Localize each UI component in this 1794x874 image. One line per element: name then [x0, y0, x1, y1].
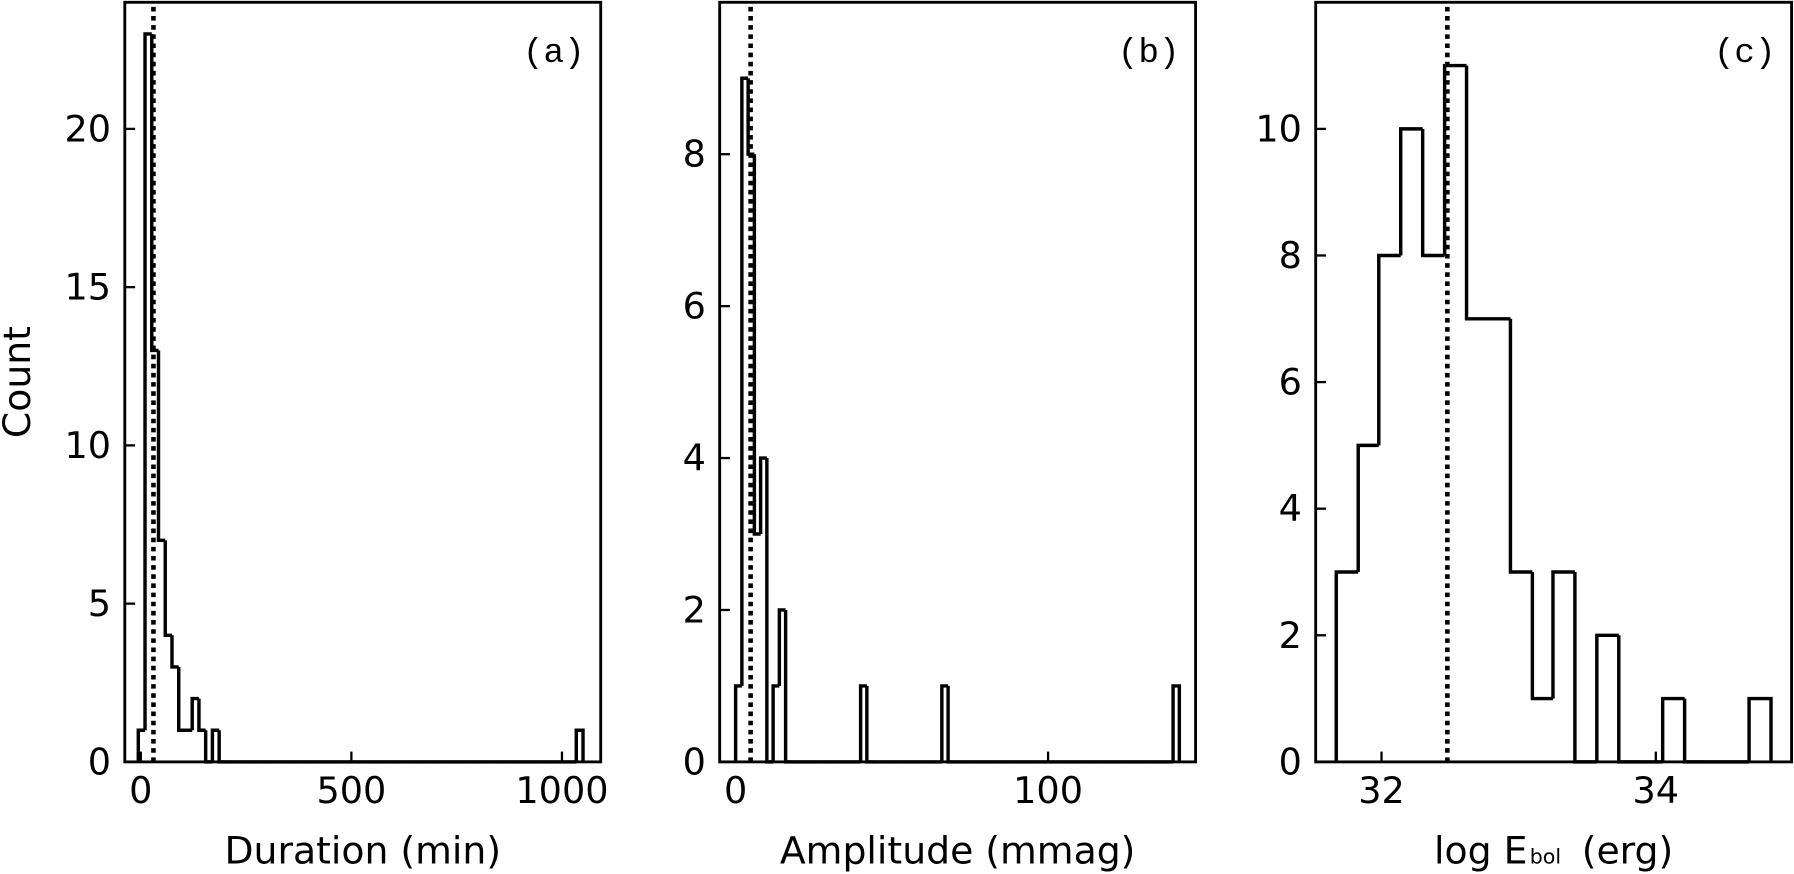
- histogram-bin: [946, 685, 955, 764]
- histogram-bin: [1747, 696, 1773, 762]
- histogram-bin: [752, 154, 761, 536]
- histogram-bin: [177, 666, 186, 732]
- histogram-bin: [1508, 318, 1533, 574]
- axes-frame: [718, 0, 1198, 764]
- panel: 0 5 10 15 20 0 500 1000 (a) Duration (min) Count: [0, 0, 609, 873]
- x-tick-label: 0: [724, 769, 747, 812]
- histogram-bin: [170, 635, 179, 669]
- histogram-bin: [210, 728, 220, 762]
- x-tick-label: 32: [1358, 769, 1405, 812]
- histogram-bin: [143, 32, 152, 731]
- x-axis-label: Duration (min): [224, 829, 501, 873]
- y-tick-label: 15: [65, 266, 112, 309]
- y-tick-label: 8: [1279, 234, 1302, 277]
- panel-tag: (b): [1118, 34, 1180, 73]
- x-tick-label: 0: [129, 769, 152, 812]
- y-tick-label: 6: [683, 285, 706, 328]
- x-axis-label-part: log E: [1434, 829, 1527, 873]
- histogram-bin: [1356, 443, 1379, 572]
- histogram-bin: [1682, 698, 1707, 764]
- histogram-bin: [740, 76, 749, 686]
- panel-tag: (a): [523, 34, 585, 73]
- histogram-bin: [156, 350, 166, 543]
- histogram-bin: [1551, 570, 1575, 699]
- y-tick-label: 0: [88, 740, 111, 783]
- x-tick-label: 500: [316, 769, 386, 812]
- histogram-bin: [1442, 63, 1467, 256]
- histogram-bin: [1617, 635, 1641, 764]
- x-axis-label-part: bol: [1530, 845, 1561, 869]
- histogram-bin: [733, 684, 742, 762]
- y-tick-label: 2: [1279, 614, 1302, 657]
- histogram-bin: [1595, 633, 1619, 762]
- x-axis-label: Amplitude (mmag): [780, 829, 1136, 873]
- histogram-bin: [197, 698, 206, 732]
- histogram-bin: [1420, 128, 1445, 258]
- y-tick-label: 0: [683, 740, 706, 783]
- x-tick-label: 100: [1013, 769, 1083, 812]
- histogram-bin: [865, 685, 874, 764]
- histogram-bin: [1530, 571, 1553, 701]
- histogram-bin: [858, 684, 867, 762]
- y-tick-label: 20: [65, 107, 112, 150]
- y-axis-label: Count: [0, 326, 39, 438]
- histogram-bin: [217, 730, 226, 764]
- y-tick-label: 4: [1279, 487, 1302, 530]
- y-tick-label: 4: [683, 437, 706, 480]
- y-tick-label: 2: [683, 588, 706, 631]
- histogram-bin: [1334, 570, 1359, 762]
- y-tick-label: 6: [1279, 361, 1302, 404]
- panel-tag: (c): [1714, 34, 1776, 73]
- y-tick-label: 8: [683, 133, 706, 176]
- y-tick-label: 10: [1255, 107, 1302, 150]
- histogram-bin: [136, 728, 146, 762]
- histogram-bin: [190, 696, 199, 731]
- histogram-bin: [1171, 684, 1182, 762]
- histogram-bin: [940, 684, 949, 762]
- histogram-bin: [1377, 253, 1401, 446]
- histogram-bin: [1399, 127, 1423, 256]
- histogram-bin: [1660, 696, 1685, 762]
- x-tick-label: 34: [1633, 769, 1680, 812]
- x-axis-label-part: (erg): [1582, 829, 1674, 873]
- histogram-bin: [1464, 65, 1489, 321]
- y-tick-label: 10: [65, 424, 112, 467]
- histogram-bin: [777, 608, 786, 686]
- x-tick-label: 1000: [515, 769, 608, 812]
- y-tick-label: 5: [88, 582, 111, 625]
- histogram-bin: [758, 456, 767, 535]
- axes-frame: [123, 0, 603, 764]
- histogram-bin: [783, 609, 792, 764]
- histogram-bin: [771, 684, 780, 762]
- histogram-bin: [1573, 571, 1597, 764]
- histogram-bin: [163, 540, 172, 638]
- y-tick-label: 0: [1279, 740, 1302, 783]
- panel: 0 2 4 6 8 0 100 (b) Amplitude (mmag): [683, 0, 1198, 873]
- histogram-bin: [574, 728, 585, 762]
